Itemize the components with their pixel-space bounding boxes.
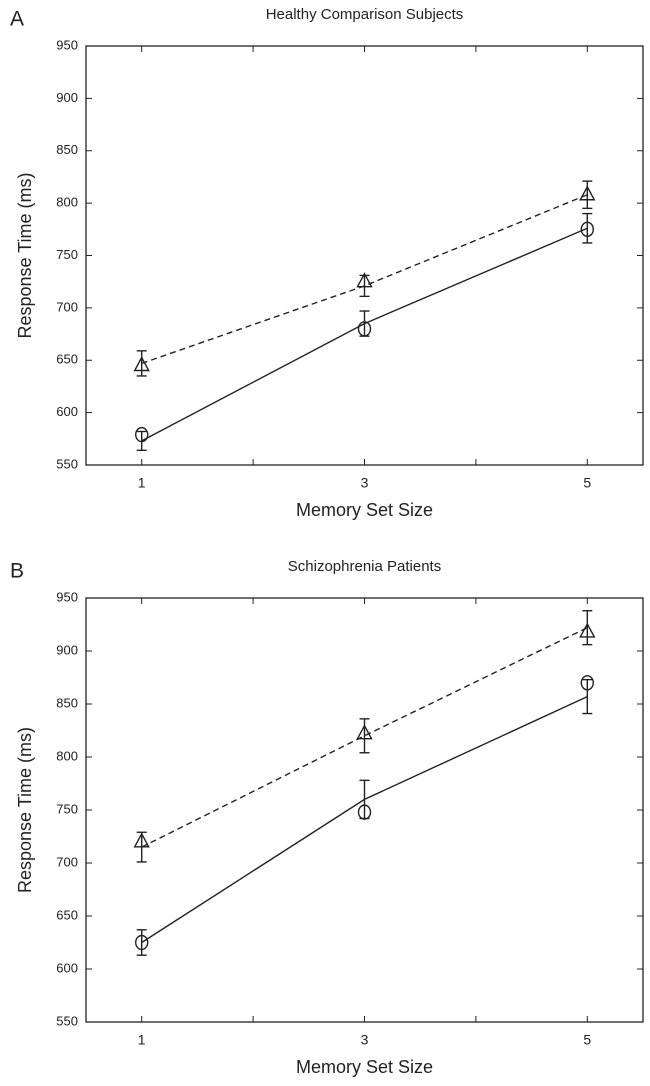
error-bar (582, 610, 593, 646)
y-tick-label: 750 (56, 801, 78, 816)
x-axis-label: Memory Set Size (296, 500, 433, 520)
y-axis-label: Response Time (ms) (15, 172, 35, 338)
triangle-marker (356, 724, 373, 740)
x-tick-label: 3 (361, 1032, 369, 1048)
error-bar (359, 274, 370, 298)
y-tick-label: 800 (56, 748, 78, 763)
triangle-marker (579, 622, 596, 638)
x-tick-label: 5 (583, 475, 591, 491)
y-tick-label: 600 (56, 960, 78, 975)
triangle-marker (133, 832, 150, 848)
panel-label: B (10, 560, 24, 583)
y-axis-label: Response Time (ms) (15, 727, 35, 893)
y-tick-label: 700 (56, 854, 78, 869)
error-bar (136, 430, 147, 452)
error-bar (359, 779, 370, 820)
x-tick-label: 3 (361, 475, 369, 491)
error-bar (136, 929, 147, 956)
fit-line (141, 627, 588, 848)
y-tick-label: 850 (56, 695, 78, 710)
y-tick-label: 900 (56, 642, 78, 657)
error-bar (359, 718, 370, 754)
error-bar (582, 678, 593, 715)
y-tick-label: 800 (56, 195, 78, 210)
chart-title: Healthy Comparison Subjects (266, 6, 464, 23)
error-bar (582, 180, 593, 210)
circle-marker (134, 934, 149, 951)
circle-marker (580, 221, 594, 238)
x-tick-label: 5 (583, 1032, 591, 1048)
y-tick-label: 550 (56, 1013, 78, 1028)
chart-title: Schizophrenia Patients (288, 558, 441, 575)
error-bar (582, 212, 593, 244)
triangle-marker (579, 185, 596, 201)
y-tick-label: 750 (56, 247, 78, 262)
y-tick-label: 600 (56, 404, 78, 419)
y-tick-label: 900 (56, 90, 78, 105)
x-axis-label: Memory Set Size (296, 1057, 433, 1077)
x-tick-label: 1 (138, 475, 146, 491)
y-tick-label: 950 (56, 589, 78, 604)
plot-frame (85, 45, 644, 466)
circle-marker (134, 426, 149, 443)
error-bar (136, 350, 147, 377)
y-tick-label: 550 (56, 456, 78, 471)
y-tick-label: 850 (56, 142, 78, 157)
y-tick-label: 700 (56, 299, 78, 314)
y-tick-label: 650 (56, 352, 78, 367)
x-tick-label: 1 (138, 1032, 146, 1048)
y-tick-label: 650 (56, 907, 78, 922)
circle-marker (357, 804, 372, 820)
circle-marker (357, 321, 372, 337)
circle-marker (580, 675, 594, 691)
triangle-marker (133, 356, 150, 372)
triangle-marker (356, 272, 373, 288)
y-tick-label: 950 (56, 37, 78, 52)
panel-label: A (10, 8, 24, 31)
